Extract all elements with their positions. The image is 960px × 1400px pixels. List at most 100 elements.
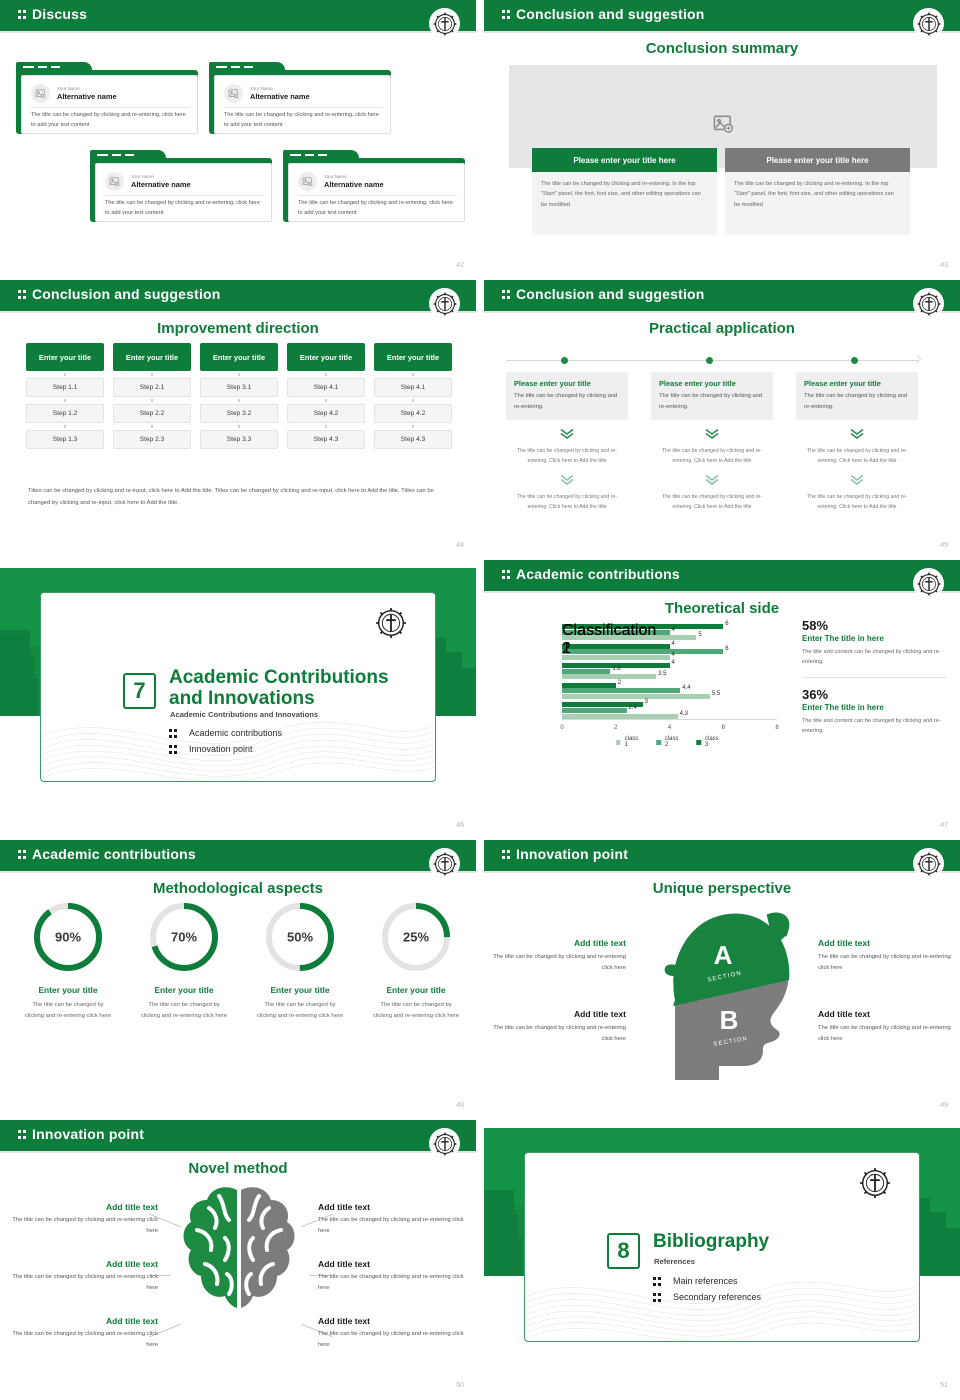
block-title: Add title text — [318, 1202, 371, 1212]
university-emblem-icon — [913, 848, 944, 879]
agenda-item-label: Innovation point — [189, 743, 253, 754]
card-alt-name: Alternative name — [131, 179, 191, 189]
wave-pattern — [41, 721, 435, 781]
block-title: Add title text — [105, 1202, 158, 1212]
connector — [374, 397, 452, 404]
summary-column: Please enter your title here The title c… — [725, 148, 910, 235]
stat-block: 36% Enter The title in here The title an… — [802, 687, 947, 737]
application-mid-text: The title can be changed by clicking and… — [806, 448, 908, 464]
page-number: 42 — [456, 262, 464, 269]
slide-header-bar — [0, 840, 476, 871]
step-box[interactable]: Step 4.3 — [374, 430, 452, 449]
section-card: 8 Bibliography References Main reference… — [524, 1152, 920, 1342]
step-box[interactable]: Step 4.2 — [374, 404, 452, 423]
step-box[interactable]: Step 2.2 — [113, 404, 191, 423]
agenda-item[interactable]: Secondary references — [653, 1290, 761, 1306]
page-number: 44 — [456, 542, 464, 549]
slide-improvement-direction: Conclusion and suggestion Improvement di… — [0, 280, 476, 554]
application-card[interactable]: Please enter your title The title can be… — [506, 372, 628, 421]
agenda-item-label: Main references — [673, 1276, 738, 1286]
block-desc: The title can be changed by clicking and… — [818, 954, 951, 971]
step-column: Enter your title Step 4.1 Step 4.2 Step … — [374, 343, 452, 449]
application-card[interactable]: Please enter your title The title can be… — [796, 372, 918, 421]
card-description: The title can be changed by clicking and… — [224, 112, 379, 128]
connector — [26, 371, 104, 378]
chart-x-tick: 2 — [614, 725, 618, 731]
application-low-text: The title can be changed by clicking and… — [806, 494, 908, 510]
agenda-item[interactable]: Main references — [653, 1274, 761, 1290]
donut-title: Enter your title — [270, 985, 330, 995]
block-desc: The title can be changed by clicking and… — [493, 954, 626, 971]
section-title: Methodological aspects — [152, 880, 324, 897]
section-agenda: Academic contributions Innovation point — [169, 726, 282, 758]
header-underline — [0, 311, 476, 313]
step-box[interactable]: Step 1.2 — [26, 404, 104, 423]
slide-novel-method: Innovation point Novel method — [0, 1120, 476, 1394]
step-header[interactable]: Enter your title — [287, 343, 365, 371]
hair-front — [664, 964, 679, 976]
legend-label: class 3 — [704, 736, 719, 748]
step-box[interactable]: Step 3.2 — [200, 404, 278, 423]
label-a: A — [714, 940, 733, 970]
chevron-down-icon — [560, 472, 574, 490]
section-subtitle: Academic Contributions and Innovations — [170, 710, 319, 719]
chart-bar: 2 — [562, 680, 621, 688]
folder-sheet: Your Name Alternative name The title can… — [288, 163, 465, 222]
slide-practical-application: Conclusion and suggestion Practical appl… — [484, 280, 960, 554]
step-box[interactable]: Step 3.3 — [200, 430, 278, 449]
block-title: Add title text — [318, 1259, 371, 1269]
method-block: Add title text The title can be changed … — [318, 1202, 470, 1236]
method-block: Add title text The title can be changed … — [6, 1259, 158, 1293]
double-colon-icon — [653, 1276, 662, 1287]
card-description: The title can be changed by clicking and… — [31, 112, 186, 128]
step-box[interactable]: Step 1.1 — [26, 378, 104, 397]
step-header[interactable]: Enter your title — [113, 343, 191, 371]
donut-desc: The title can be changed by clicking and… — [256, 1002, 344, 1019]
agenda-item[interactable]: Innovation point — [169, 742, 282, 758]
folder-card[interactable]: Your Name Alternative name The title can… — [283, 150, 465, 222]
university-emblem-icon — [913, 288, 944, 319]
method-block: Add title text The title can be changed … — [318, 1316, 470, 1350]
hair-strands — [766, 912, 790, 944]
step-box[interactable]: Step 4.3 — [287, 430, 365, 449]
folder-card[interactable]: Your Name Alternative name The title can… — [16, 62, 198, 134]
university-emblem-icon — [855, 1163, 895, 1203]
section-title: Novel method — [188, 1160, 288, 1177]
column-title-button[interactable]: Please enter your title here — [725, 148, 910, 172]
step-box[interactable]: Step 3.1 — [200, 378, 278, 397]
step-box[interactable]: Step 4.1 — [287, 378, 365, 397]
section-heading-line2: and Innovations — [169, 688, 315, 710]
step-header[interactable]: Enter your title — [374, 343, 452, 371]
step-box[interactable]: Step 2.1 — [113, 378, 191, 397]
chart-x-tick: 4 — [667, 725, 672, 731]
step-box[interactable]: Step 2.3 — [113, 430, 191, 449]
slide-header-title: Academic contributions — [502, 566, 680, 582]
double-colon-icon — [502, 849, 511, 860]
slide-header-title: Conclusion and suggestion — [502, 6, 705, 22]
donut-stat: 90% Enter your title The title can be chan… — [10, 900, 126, 1022]
block-title: Add title text — [573, 1009, 626, 1019]
image-placeholder-icon — [105, 172, 124, 191]
step-box[interactable]: Step 4.1 — [374, 378, 452, 397]
donut-title: Enter your title — [154, 985, 214, 995]
application-card[interactable]: Please enter your title The title can be… — [651, 372, 773, 421]
agenda-item[interactable]: Academic contributions — [169, 726, 282, 742]
page-number: 48 — [456, 1102, 464, 1109]
donut-ring: 50% — [263, 900, 337, 974]
chart-data-label: 4.3 — [679, 710, 688, 717]
application-columns: Please enter your title The title can be… — [506, 372, 918, 512]
header-text: Innovation point — [516, 846, 629, 862]
folder-card[interactable]: Your Name Alternative name The title can… — [90, 150, 272, 222]
donut-value: 90% — [54, 929, 82, 945]
header-underline — [484, 591, 960, 593]
folder-card[interactable]: Your Name Alternative name The title can… — [209, 62, 391, 134]
step-box[interactable]: Step 4.2 — [287, 404, 365, 423]
step-header[interactable]: Enter your title — [200, 343, 278, 371]
chart-bar: 2.4 — [562, 705, 637, 713]
wave-pattern — [525, 1281, 919, 1341]
step-box[interactable]: Step 1.3 — [26, 430, 104, 449]
connector — [200, 397, 278, 404]
column-title-button[interactable]: Please enter your title here — [532, 148, 717, 172]
step-header[interactable]: Enter your title — [26, 343, 104, 371]
column-body: The title can be changed by clicking and… — [725, 172, 910, 235]
